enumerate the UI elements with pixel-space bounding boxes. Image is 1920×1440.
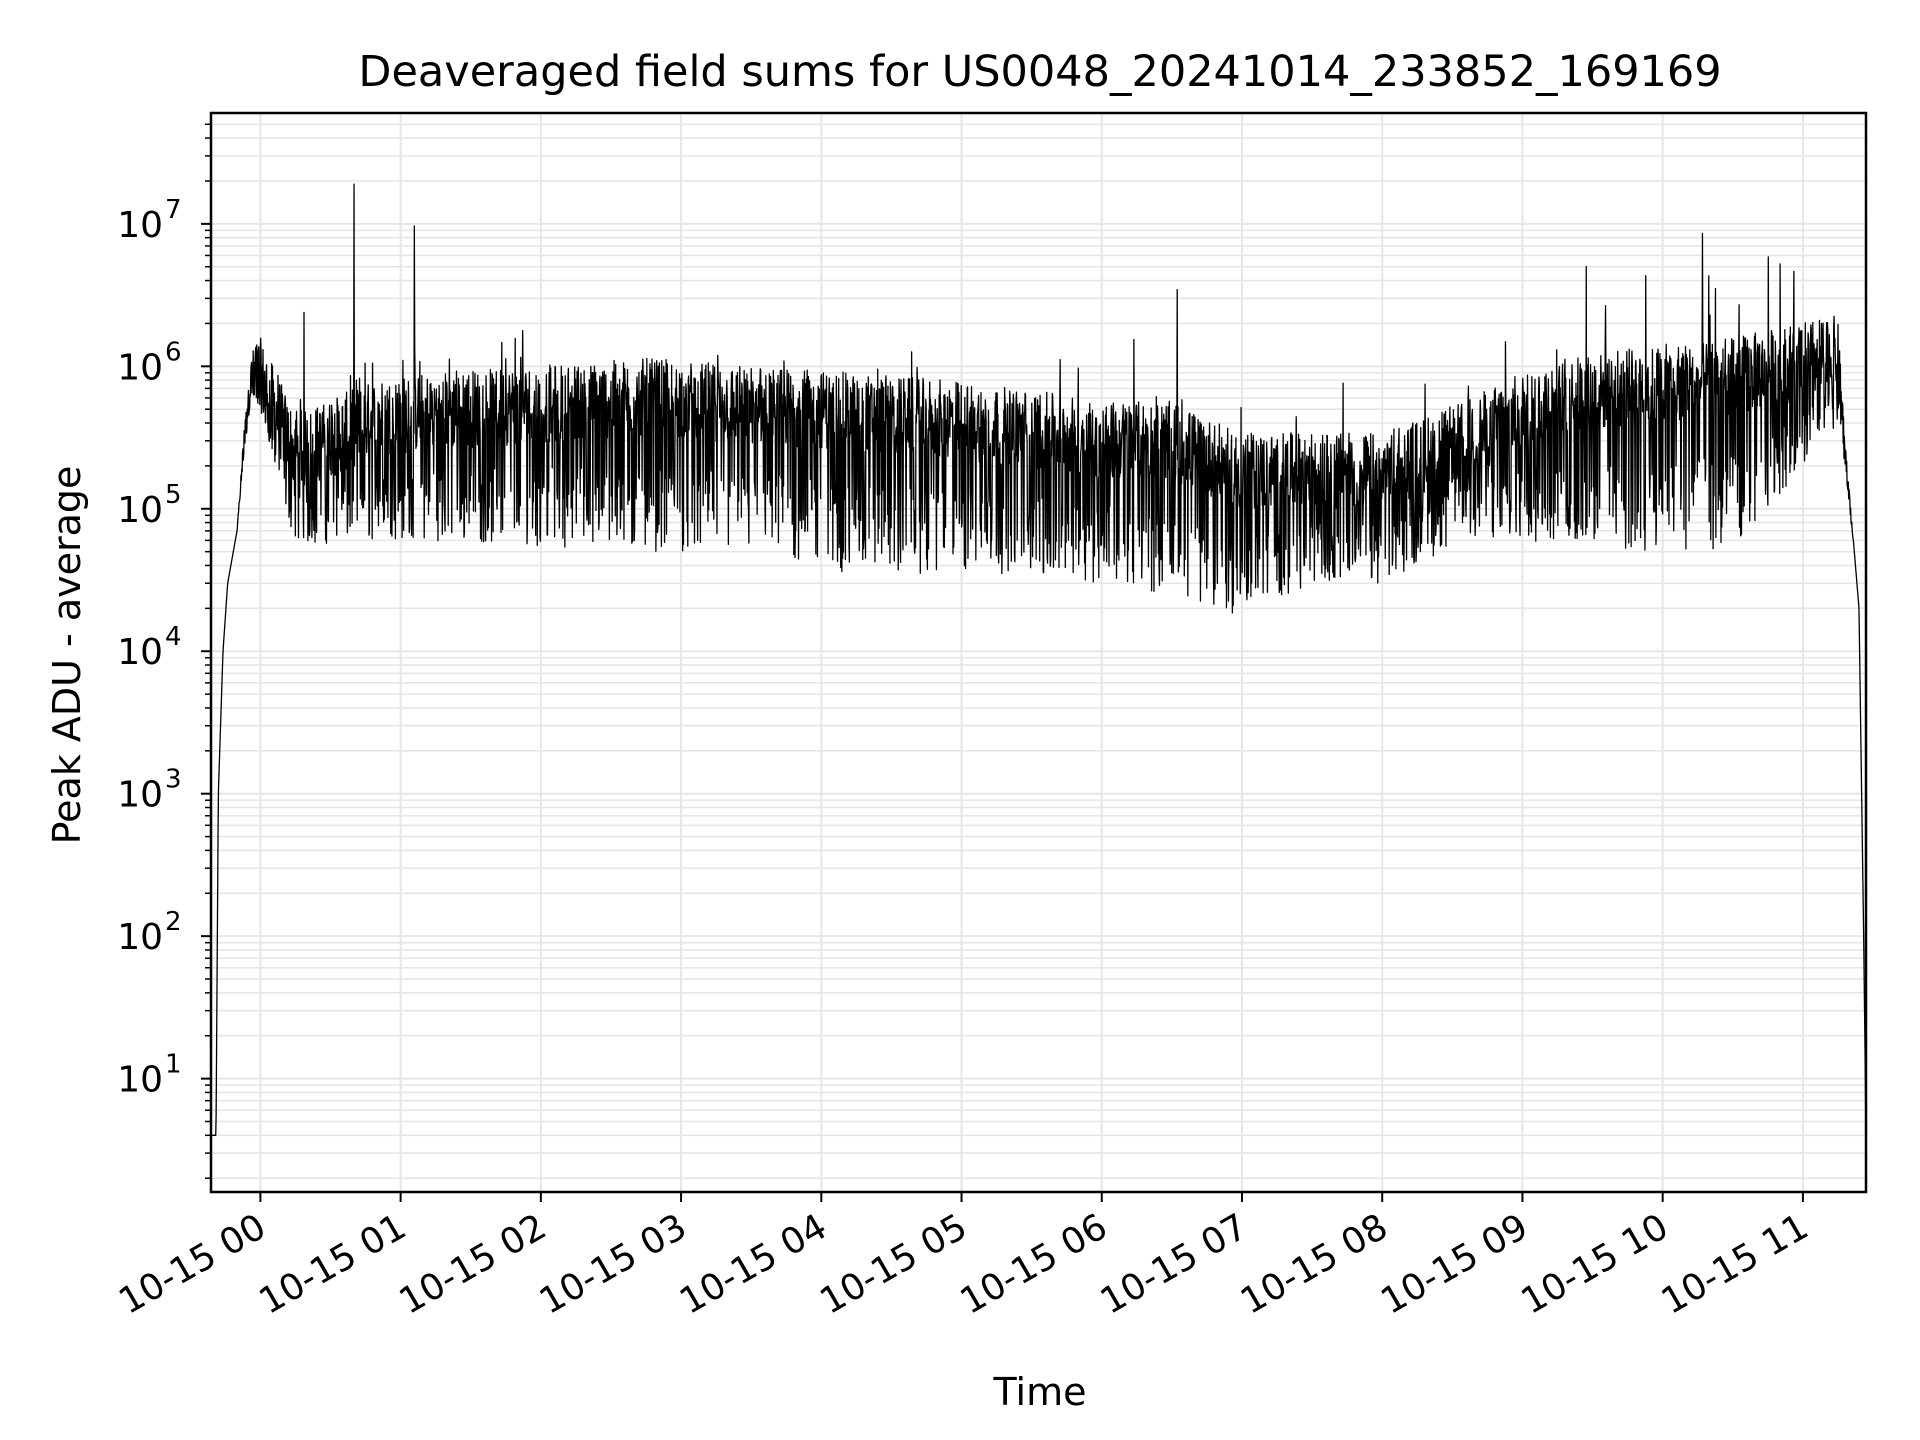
- y-tick-exponent: 7: [165, 195, 182, 225]
- y-tick-exponent: 1: [165, 1050, 182, 1080]
- y-tick-exponent: 5: [165, 480, 182, 510]
- y-tick-label: 10: [117, 1060, 163, 1101]
- chart-title: Deaveraged field sums for US0048_2024101…: [358, 47, 1721, 97]
- y-tick-label: 10: [117, 775, 163, 816]
- y-tick-exponent: 3: [165, 765, 182, 795]
- major-gridlines: [211, 113, 1866, 1192]
- y-tick-label: 10: [117, 347, 163, 388]
- y-tick-label: 10: [117, 917, 163, 958]
- plot-frame: [209, 111, 1868, 1194]
- series-line: [210, 183, 1867, 1136]
- y-tick-exponent: 6: [165, 337, 182, 367]
- y-tick-exponent: 4: [165, 622, 182, 652]
- x-axis-label: Time: [993, 1370, 1087, 1414]
- y-tick-label: 10: [117, 632, 163, 673]
- series-trace: [210, 183, 1867, 1136]
- y-tick-label: 10: [117, 490, 163, 531]
- y-tick-label: 10: [117, 205, 163, 246]
- y-tick-exponent: 2: [165, 907, 182, 937]
- y-axis-label: Peak ADU - average: [45, 466, 89, 845]
